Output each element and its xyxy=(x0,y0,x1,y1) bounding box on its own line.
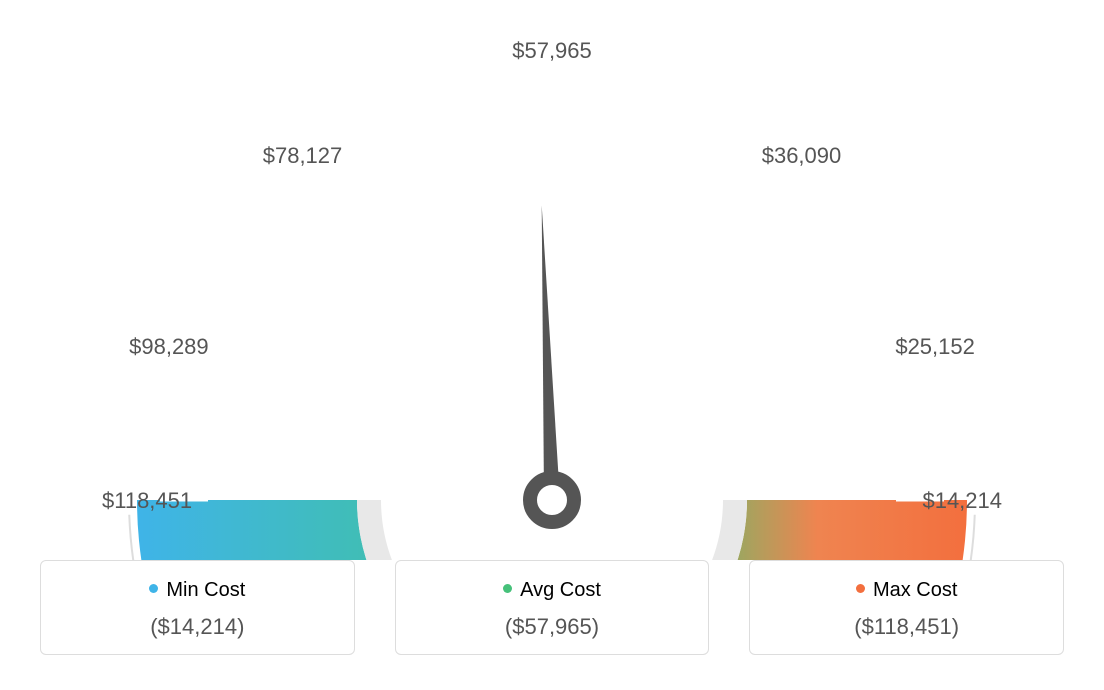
legend-card-avg: Avg Cost ($57,965) xyxy=(395,560,710,655)
legend-dot-max xyxy=(856,584,865,593)
legend-title-max: Max Cost xyxy=(760,579,1053,602)
legend-card-max: Max Cost ($118,451) xyxy=(749,560,1064,655)
legend-row: Min Cost ($14,214) Avg Cost ($57,965) Ma… xyxy=(0,560,1104,655)
legend-label-max: Max Cost xyxy=(873,579,957,601)
gauge-scale-label: $25,152 xyxy=(885,334,975,360)
legend-value-max: ($118,451) xyxy=(760,614,1053,640)
legend-label-min: Min Cost xyxy=(166,579,245,601)
gauge-chart: $14,214 $25,152 $36,090 $57,965 $78,127 $98,2… xyxy=(0,0,1104,560)
gauge-scale-label: $78,127 xyxy=(263,143,343,169)
gauge-scale-label: $98,289 xyxy=(129,334,209,360)
gauge-scale-label: $118,451 xyxy=(102,488,192,514)
gauge-scale-label: $14,214 xyxy=(912,488,1002,514)
legend-value-avg: ($57,965) xyxy=(406,614,699,640)
legend-value-min: ($14,214) xyxy=(51,614,344,640)
legend-card-min: Min Cost ($14,214) xyxy=(40,560,355,655)
gauge-scale-label: $36,090 xyxy=(751,143,841,169)
gauge-svg xyxy=(0,0,1104,560)
legend-dot-avg xyxy=(503,584,512,593)
legend-title-avg: Avg Cost xyxy=(406,579,699,602)
legend-title-min: Min Cost xyxy=(51,579,344,602)
gauge-scale-label: $57,965 xyxy=(507,38,597,64)
legend-label-avg: Avg Cost xyxy=(520,579,601,601)
legend-dot-min xyxy=(149,584,158,593)
